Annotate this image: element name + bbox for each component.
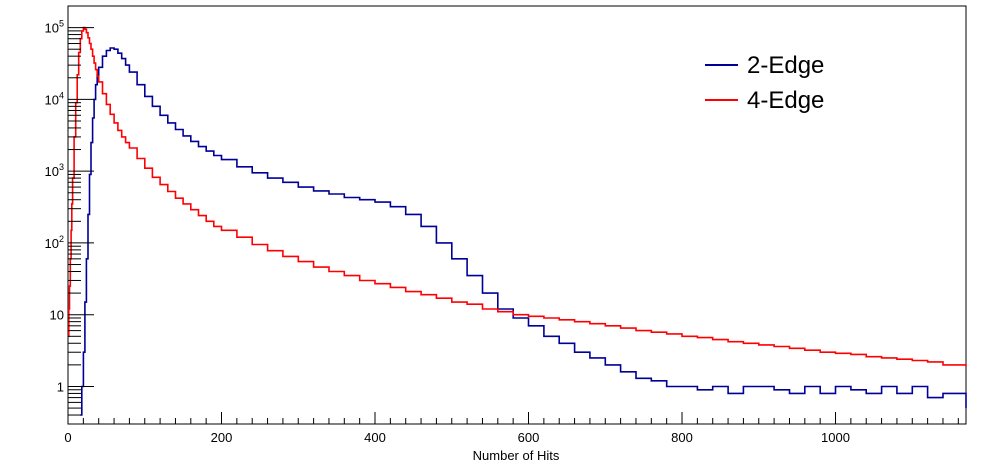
y-tick-label: 102 — [45, 234, 64, 251]
x-axis-title: Number of Hits — [473, 448, 560, 463]
y-tick-label: 1 — [57, 379, 64, 394]
legend: 2-Edge 4-Edge — [705, 52, 824, 114]
y-tick-label: 10 — [50, 308, 64, 323]
series-line-1 — [80, 47, 967, 416]
plot-frame — [67, 5, 967, 425]
y-tick-label: 104 — [45, 90, 64, 107]
legend-label-2: 4-Edge — [747, 87, 824, 114]
x-tick-label: 0 — [64, 430, 71, 445]
x-axis: 0 200 400 600 800 1000 — [64, 412, 959, 445]
y-axis: 1 10 102 103 104 105 — [45, 5, 94, 425]
legend-label-1: 2-Edge — [747, 52, 824, 79]
x-tick-label: 600 — [518, 430, 540, 445]
series-line-2 — [68, 26, 967, 367]
y-tick-label: 103 — [45, 162, 64, 179]
y-tick-label: 105 — [45, 19, 64, 36]
x-tick-label: 200 — [211, 430, 233, 445]
series-lines — [68, 26, 967, 416]
x-tick-label: 1000 — [821, 430, 850, 445]
x-tick-label: 400 — [364, 430, 386, 445]
x-tick-label: 800 — [671, 430, 693, 445]
